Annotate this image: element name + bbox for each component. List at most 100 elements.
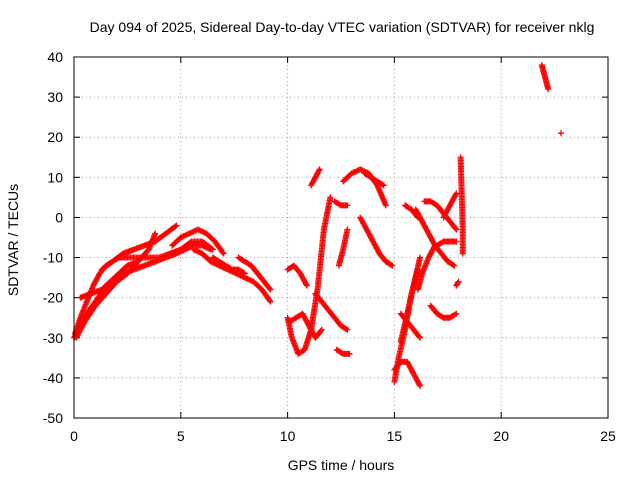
x-tick-label: 5 [177,428,185,444]
data-point [453,226,460,233]
series-late-cluster [538,62,552,93]
x-tick-label: 15 [387,428,403,444]
series-arc-h [209,254,248,277]
data-point [266,297,273,304]
series-arc-n [308,166,323,189]
y-tick-label: -30 [43,330,63,346]
data-point [343,325,350,332]
data-point [452,225,459,232]
data-series [71,62,565,389]
series-isolated [457,154,466,257]
series-arc-q [335,226,351,269]
data-point [452,311,459,318]
data-point [208,245,215,252]
y-tick-label: 40 [47,49,63,65]
series-arc-i [235,254,274,293]
data-point [417,382,424,389]
data-point [382,202,389,209]
y-tick-label: -50 [43,410,63,426]
data-point [380,182,387,189]
data-point [315,167,322,174]
y-tick-label: -10 [43,250,63,266]
series-arc-p [333,346,353,357]
series-arc-af [453,278,462,289]
data-point [220,250,227,257]
series-arc-e [98,222,180,273]
series-arc-j [284,194,334,357]
data-point [451,262,458,269]
series-arc-o [331,198,351,209]
data-point [172,223,179,230]
data-point [453,238,460,245]
data-point [187,239,194,246]
data-point [454,279,461,286]
series-late-point [558,130,565,137]
chart-title: Day 094 of 2025, Sidereal Day-to-day VTE… [90,19,595,35]
x-tick-labels: 0 5 10 15 20 25 [70,428,616,444]
series-arc-k [286,310,325,341]
x-tick-label: 10 [280,428,296,444]
series-arc-f [169,226,227,257]
data-point [316,166,323,173]
plot-frame [73,56,609,419]
x-tick-label: 20 [493,428,509,444]
data-point [267,286,274,293]
y-axis-label: SDTVAR / TECUs [5,184,21,296]
data-point [416,333,423,340]
data-point [303,281,310,288]
data-point [459,250,466,257]
data-point [417,254,424,261]
y-tick-label: 0 [55,209,63,225]
series-arc-v [391,358,424,389]
series-arc-m [312,290,351,333]
data-point [449,261,456,268]
data-point [379,181,386,188]
data-point [219,249,226,256]
series-arc-ac [427,302,460,321]
series-arc-s [357,214,396,269]
data-point [545,86,552,93]
data-point [453,310,460,317]
x-tick-label: 0 [70,428,78,444]
data-point [558,130,565,137]
data-point [318,326,325,333]
series-arc-d [77,258,142,301]
y-tick-labels: -50 -40 -30 -20 -10 0 10 20 30 40 [43,49,63,426]
data-point [135,258,142,265]
y-tick-label: 20 [47,129,63,145]
data-point [417,334,424,341]
series-arc-ae [440,190,460,221]
data-point [387,261,394,268]
series-arc-l [284,262,310,289]
data-point [240,269,247,276]
data-point [327,194,334,201]
data-point [453,190,460,197]
data-point [344,226,351,233]
x-tick-label: 25 [600,428,616,444]
data-point [152,230,159,237]
data-point [344,326,351,333]
y-tick-label: -20 [43,290,63,306]
data-point [303,282,310,289]
data-point [416,381,423,388]
data-point [452,191,459,198]
data-point [455,278,462,285]
series-arc-t [361,170,387,189]
data-point [241,270,248,277]
data-point [209,246,216,253]
series-arc-ad [434,238,460,249]
y-tick-label: 30 [47,89,63,105]
series-arc-y [397,310,424,341]
y-tick-label: 10 [47,169,63,185]
data-point [173,222,180,229]
data-point [346,350,353,357]
data-point [266,285,273,292]
data-point [389,262,396,269]
y-tick-label: -40 [43,370,63,386]
data-point [344,202,351,209]
series-arc-w [397,254,424,345]
x-axis-label: GPS time / hours [288,457,395,473]
data-point [267,298,274,305]
data-point [317,327,324,334]
